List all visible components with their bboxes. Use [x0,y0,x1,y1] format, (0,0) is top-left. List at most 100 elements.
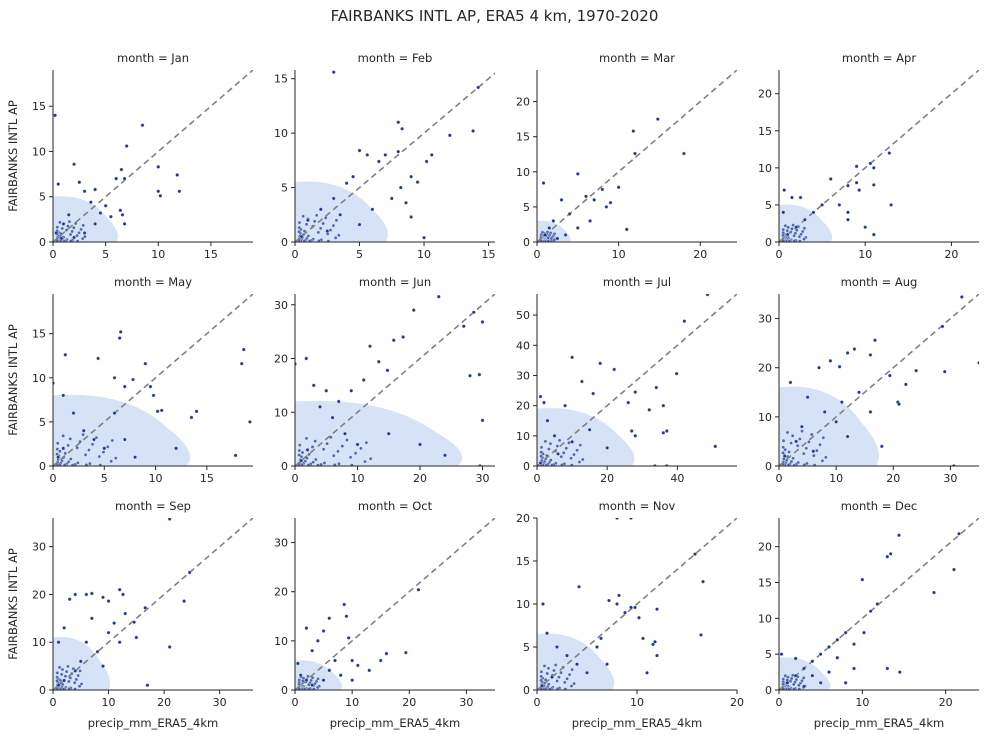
cluster-point [539,670,544,674]
data-point [605,446,610,450]
cluster-point [334,218,339,223]
cluster-point [807,440,811,444]
cluster-point [781,451,785,455]
cluster-point [575,448,579,452]
data-point [89,200,93,205]
data-point [304,626,309,630]
y-tick-label: 0 [281,460,288,473]
cluster-point [549,236,554,241]
cluster-point [548,687,552,690]
panel-may: 0 5 10 15 0 5 10 15 month = May FAIRBANKS INTL AP [6,275,253,485]
data-point [843,680,848,685]
data-point [793,673,798,678]
data-point [629,518,633,520]
data-point [233,453,238,458]
data-point [547,226,552,230]
cluster-point [62,239,67,242]
data-point [119,167,124,172]
cluster-point [569,684,574,688]
data-point [942,369,947,374]
cluster-point [552,238,557,242]
x-tick-label: 10 [149,472,163,485]
data-point [805,395,810,400]
data-point [156,165,161,169]
data-point [103,203,108,208]
data-point [304,356,309,361]
kde-density-region [53,394,191,466]
cluster-point [563,680,567,685]
data-point [607,598,611,603]
data-point [404,650,408,655]
data-point [351,174,355,179]
cluster-point [300,450,305,455]
cluster-point [802,463,807,466]
data-point [415,180,420,184]
plot-area [295,518,495,690]
data-point [827,670,831,674]
data-point [550,675,554,679]
plot-area [779,518,979,690]
data-point [304,678,309,683]
reference-line [779,294,979,466]
cluster-point [791,456,795,461]
cluster-point [555,687,560,690]
data-point [118,208,123,213]
cluster-point [786,225,790,230]
cluster-point [544,463,549,466]
y-tick-label: 5 [523,201,530,214]
x-tick-label: 5 [356,248,363,261]
data-point [63,353,68,357]
cluster-point [340,444,345,448]
y-tick-label: 40 [516,339,530,352]
data-point [624,227,629,232]
data-point [541,602,545,606]
data-point [117,336,122,340]
cluster-point [110,438,115,443]
data-point [61,222,66,226]
cluster-point [321,447,326,451]
panel-jul: 0 20 40 0 10 20 30 40 50 month = Jul [516,275,737,485]
cluster-point [312,687,316,690]
data-point [854,180,859,185]
data-point [112,621,116,625]
cluster-point [60,667,65,672]
y-tick-label: 20 [274,353,288,366]
data-point [551,219,556,223]
cluster-point [297,453,301,457]
data-point [73,669,78,673]
data-point [436,294,441,299]
data-point [81,428,86,433]
cluster-point [547,447,551,451]
data-point [331,196,336,201]
data-point [885,666,890,671]
data-point [798,195,803,200]
y-tick-label: 30 [274,299,288,312]
data-point [61,393,66,398]
cluster-point [578,443,583,447]
cluster-point [812,463,817,466]
cluster-point [76,673,80,678]
cluster-point [348,455,353,460]
data-point [563,233,568,237]
data-point [385,368,390,373]
data-point [600,187,605,192]
y-tick-label: 20 [274,586,288,599]
data-point [422,235,426,240]
cluster-point [548,442,553,446]
data-point [543,233,548,237]
data-point [98,211,103,215]
data-point [840,400,844,404]
data-point [575,172,580,176]
data-point [461,324,466,329]
x-tick-label: 10 [630,696,644,709]
cluster-point [63,463,67,466]
data-point [794,225,799,230]
y-tick-label: 15 [32,328,46,341]
cluster-point [557,438,562,443]
y-tick-label: 20 [516,400,530,413]
cluster-point [67,687,71,690]
cluster-point [301,214,305,219]
cluster-point [337,233,341,237]
cluster-point [55,225,60,229]
data-point [633,433,638,438]
